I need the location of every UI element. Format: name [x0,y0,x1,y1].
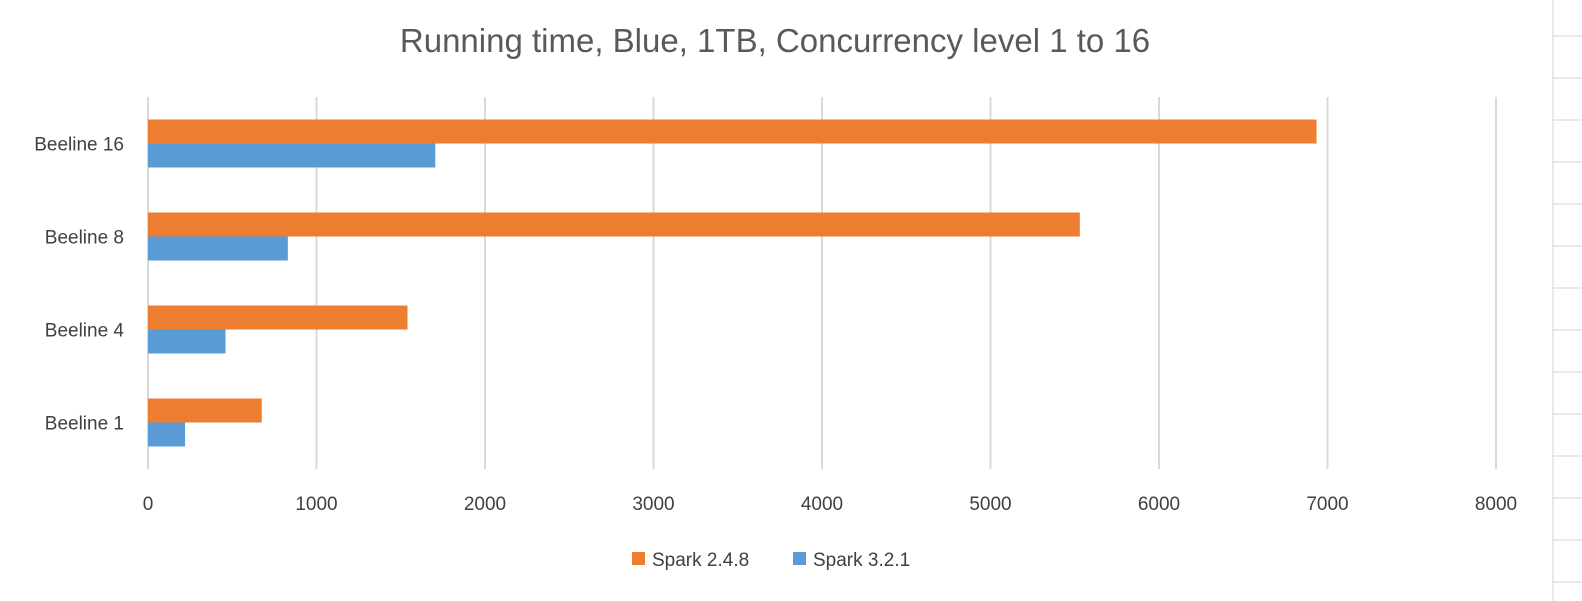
x-axis-ticks: 0 1000 2000 3000 4000 5000 6000 7000 8000 [143,494,1517,515]
x-tick-label-3000: 3000 [632,494,674,515]
bar-spark-3-2-1-beeline-16 [148,143,436,168]
x-tick-label-1000: 1000 [295,494,337,515]
legend: Spark 2.4.8 Spark 3.2.1 [632,550,910,571]
y-tick-label-beeline-16: Beeline 16 [34,135,124,156]
legend-label-spark-3-2-1: Spark 3.2.1 [813,550,910,571]
bar-spark-2-4-8-beeline-16 [148,119,1317,144]
bar-spark-3-2-1-beeline-1 [148,422,186,447]
bar-spark-2-4-8-beeline-8 [148,212,1080,237]
bars [148,119,1317,447]
x-tick-label-4000: 4000 [801,494,843,515]
legend-label-spark-2-4-8: Spark 2.4.8 [652,550,749,571]
legend-swatch-spark-2-4-8 [632,552,645,565]
chart-title: Running time, Blue, 1TB, Concurrency lev… [400,22,1150,59]
bar-spark-3-2-1-beeline-8 [148,236,288,261]
y-tick-label-beeline-4: Beeline 4 [45,321,125,342]
gridlines [147,97,1497,469]
legend-swatch-spark-3-2-1 [793,552,806,565]
x-tick-label-0: 0 [143,494,154,515]
bar-spark-2-4-8-beeline-1 [148,398,262,423]
bar-spark-2-4-8-beeline-4 [148,305,408,330]
x-tick-label-6000: 6000 [1138,494,1180,515]
y-tick-label-beeline-8: Beeline 8 [45,228,124,249]
y-axis: Beeline 1 Beeline 4 Beeline 8 Beeline 16 [34,135,124,435]
y-tick-label-beeline-1: Beeline 1 [45,414,124,435]
spreadsheet-edge [1552,0,1582,601]
x-tick-label-7000: 7000 [1306,494,1348,515]
x-tick-label-8000: 8000 [1475,494,1517,515]
x-tick-label-2000: 2000 [464,494,506,515]
bar-spark-3-2-1-beeline-4 [148,329,226,354]
x-tick-label-5000: 5000 [969,494,1011,515]
